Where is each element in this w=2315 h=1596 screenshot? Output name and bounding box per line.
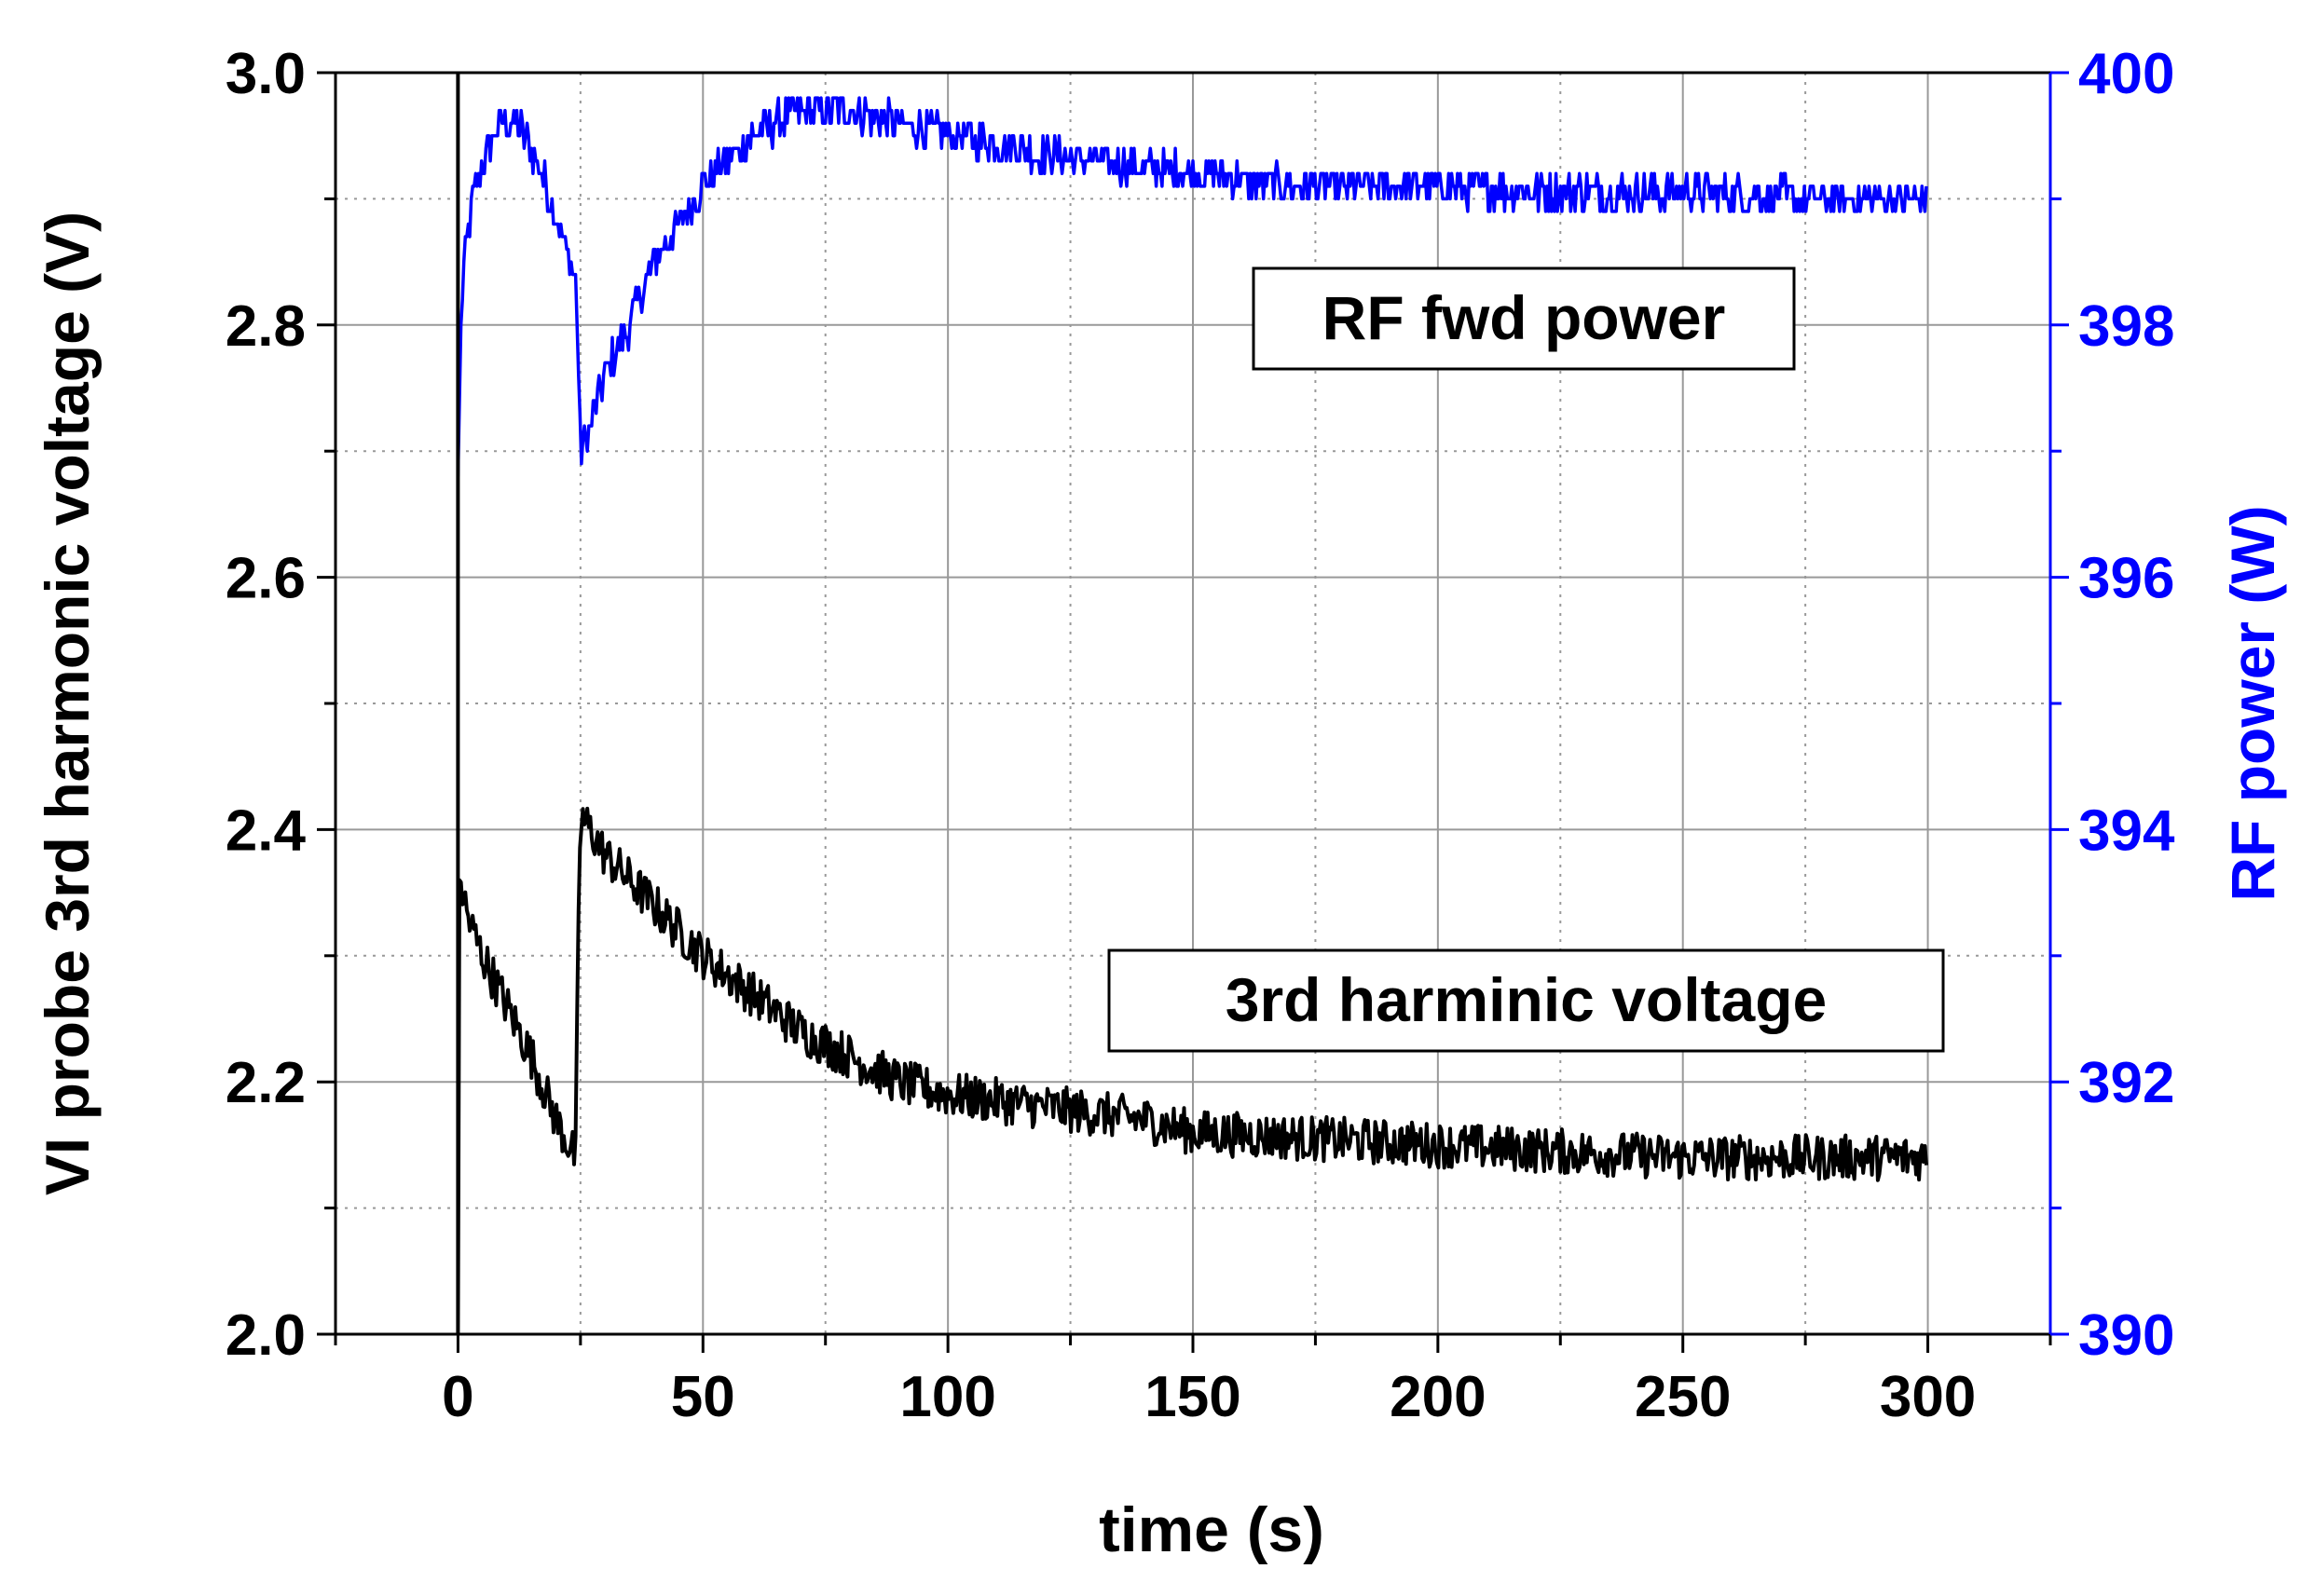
x-axis-title: time (s) <box>1099 1494 1324 1565</box>
y-right-tick-label: 400 <box>2078 42 2174 106</box>
y-right-tick-label: 390 <box>2078 1303 2174 1368</box>
y-right-tick-label: 396 <box>2078 547 2174 611</box>
y-left-tick-label: 2.6 <box>226 547 306 611</box>
y-right-tick-label: 398 <box>2078 294 2174 359</box>
y-left-tick-label: 2.8 <box>226 294 306 359</box>
y-left-axis-title: VI probe 3rd harmonic voltage (V) <box>33 211 102 1195</box>
series-line-power <box>456 96 1928 477</box>
plot-series <box>456 73 1928 1336</box>
y-right-axis-title: RF power (W) <box>2218 505 2287 901</box>
axes: 0 50 100 150 200 250 300 2.0 2.2 2.4 2.6 2.8 3.0 390 3… <box>33 42 2287 1565</box>
y-right-tick-label: 392 <box>2078 1051 2174 1115</box>
annotation-label: 3rd harminic voltage <box>1226 965 1828 1034</box>
legend-box-power <box>1252 266 1796 371</box>
x-tick-label: 50 <box>671 1365 735 1429</box>
series-line-voltage <box>456 73 1928 1336</box>
y-left-tick-label: 3.0 <box>226 42 306 106</box>
annotations: RF fwd power 3rd harminic voltage <box>1107 266 1945 1053</box>
y-left-tick-label: 2.0 <box>226 1303 306 1368</box>
x-tick-label: 0 <box>442 1365 473 1429</box>
y-left-tick-label: 2.4 <box>226 798 307 863</box>
y-right-tick-label: 394 <box>2078 798 2175 863</box>
y-left-tick-label: 2.2 <box>226 1051 306 1115</box>
x-tick-label: 250 <box>1635 1365 1731 1429</box>
x-tick-label: 150 <box>1144 1365 1240 1429</box>
legend-box-voltage <box>1107 948 1945 1053</box>
annotation-label: RF fwd power <box>1322 283 1726 352</box>
x-tick-label: 200 <box>1390 1365 1486 1429</box>
x-tick-label: 300 <box>1880 1365 1976 1429</box>
x-tick-label: 100 <box>899 1365 995 1429</box>
